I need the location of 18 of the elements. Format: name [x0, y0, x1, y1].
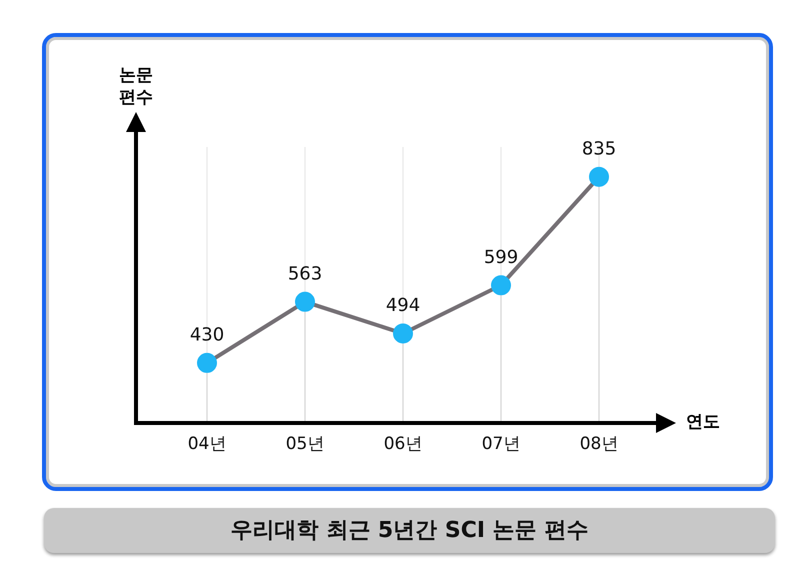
x-tick-label: 07년	[482, 434, 520, 454]
point	[197, 352, 217, 373]
point	[393, 323, 413, 344]
point	[295, 292, 315, 312]
y-axis-title: 논문 편수	[119, 65, 153, 108]
data-label: 563	[288, 263, 322, 284]
data-label: 835	[582, 138, 616, 160]
x-tick-label: 05년	[286, 434, 324, 454]
point	[491, 275, 511, 296]
x-tick-label: 08년	[580, 434, 618, 454]
data-label: 494	[386, 295, 420, 316]
text: 우리대학 최근 5년간 SCI 논문 편수	[44, 508, 775, 553]
x-axis-title: 연도	[686, 412, 720, 432]
data-label: 599	[484, 246, 518, 268]
x-tick-label: 04년	[188, 434, 226, 454]
x-tick-label: 06년	[384, 434, 422, 454]
point	[589, 166, 609, 187]
data-label: 430	[190, 324, 224, 346]
